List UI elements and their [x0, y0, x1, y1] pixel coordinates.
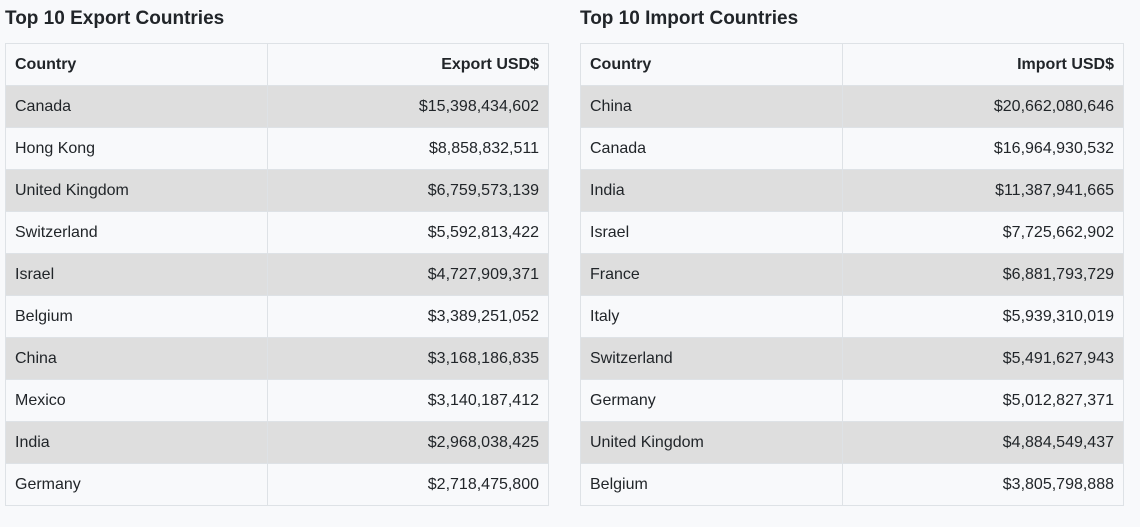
value-cell: $3,168,186,835 — [267, 337, 549, 380]
value-cell: $16,964,930,532 — [842, 127, 1124, 170]
import-table-header: Country Import USD$ — [580, 43, 1124, 86]
country-cell: United Kingdom — [580, 421, 843, 464]
table-row: Belgium $3,805,798,888 — [580, 463, 1124, 506]
country-cell: Canada — [5, 85, 268, 128]
import-title: Top 10 Import Countries — [580, 8, 799, 29]
value-cell: $11,387,941,665 — [842, 169, 1124, 212]
table-row: Mexico $3,140,187,412 — [5, 379, 549, 422]
value-cell: $3,389,251,052 — [267, 295, 549, 338]
value-cell: $20,662,080,646 — [842, 85, 1124, 128]
table-row: France $6,881,793,729 — [580, 253, 1124, 296]
table-row: Hong Kong $8,858,832,511 — [5, 127, 549, 170]
country-cell: Italy — [580, 295, 843, 338]
value-cell: $8,858,832,511 — [267, 127, 549, 170]
country-cell: China — [580, 85, 843, 128]
value-cell: $2,718,475,800 — [267, 463, 549, 506]
country-cell: Israel — [5, 253, 268, 296]
table-row: Israel $4,727,909,371 — [5, 253, 549, 296]
import-table-body: China $20,662,080,646 Canada $16,964,930,5… — [580, 85, 1124, 506]
table-row: India $11,387,941,665 — [580, 169, 1124, 212]
table-row: China $3,168,186,835 — [5, 337, 549, 380]
value-cell: $4,884,549,437 — [842, 421, 1124, 464]
table-row: Canada $16,964,930,532 — [580, 127, 1124, 170]
table-row: Belgium $3,389,251,052 — [5, 295, 549, 338]
country-cell: Switzerland — [580, 337, 843, 380]
country-cell: Mexico — [5, 379, 268, 422]
country-cell: Hong Kong — [5, 127, 268, 170]
table-row: Germany $2,718,475,800 — [5, 463, 549, 506]
country-column-header: Country — [5, 43, 268, 86]
country-cell: Germany — [5, 463, 268, 506]
value-cell: $5,491,627,943 — [842, 337, 1124, 380]
value-cell: $5,939,310,019 — [842, 295, 1124, 338]
value-cell: $5,012,827,371 — [842, 379, 1124, 422]
country-cell: Belgium — [580, 463, 843, 506]
value-cell: $3,140,187,412 — [267, 379, 549, 422]
country-cell: India — [580, 169, 843, 212]
import-table: Country Import USD$ China $20,662,080,646… — [580, 43, 1124, 506]
value-cell: $5,592,813,422 — [267, 211, 549, 254]
country-cell: France — [580, 253, 843, 296]
table-row: Switzerland $5,592,813,422 — [5, 211, 549, 254]
table-row: United Kingdom $6,759,573,139 — [5, 169, 549, 212]
country-cell: United Kingdom — [5, 169, 268, 212]
country-cell: Belgium — [5, 295, 268, 338]
country-cell: China — [5, 337, 268, 380]
country-cell: India — [5, 421, 268, 464]
value-cell: $4,727,909,371 — [267, 253, 549, 296]
export-table-header: Country Export USD$ — [5, 43, 549, 86]
table-row: Italy $5,939,310,019 — [580, 295, 1124, 338]
country-column-header: Country — [580, 43, 843, 86]
value-cell: $6,759,573,139 — [267, 169, 549, 212]
value-cell: $7,725,662,902 — [842, 211, 1124, 254]
table-row: Canada $15,398,434,602 — [5, 85, 549, 128]
table-row: United Kingdom $4,884,549,437 — [580, 421, 1124, 464]
table-row: China $20,662,080,646 — [580, 85, 1124, 128]
table-row: Germany $5,012,827,371 — [580, 379, 1124, 422]
export-title: Top 10 Export Countries — [5, 8, 225, 29]
export-table: Country Export USD$ Canada $15,398,434,60… — [5, 43, 549, 506]
country-cell: Switzerland — [5, 211, 268, 254]
export-value-column-header: Export USD$ — [267, 43, 549, 86]
table-row: Switzerland $5,491,627,943 — [580, 337, 1124, 380]
table-row: India $2,968,038,425 — [5, 421, 549, 464]
table-row: Israel $7,725,662,902 — [580, 211, 1124, 254]
country-cell: Germany — [580, 379, 843, 422]
import-value-column-header: Import USD$ — [842, 43, 1124, 86]
country-cell: Israel — [580, 211, 843, 254]
import-panel: Top 10 Import Countries Country Import U… — [580, 0, 1124, 506]
export-table-body: Canada $15,398,434,602 Hong Kong $8,858,83… — [5, 85, 549, 506]
country-cell: Canada — [580, 127, 843, 170]
value-cell: $2,968,038,425 — [267, 421, 549, 464]
value-cell: $15,398,434,602 — [267, 85, 549, 128]
value-cell: $6,881,793,729 — [842, 253, 1124, 296]
export-panel: Top 10 Export Countries Country Export U… — [5, 0, 549, 506]
value-cell: $3,805,798,888 — [842, 463, 1124, 506]
